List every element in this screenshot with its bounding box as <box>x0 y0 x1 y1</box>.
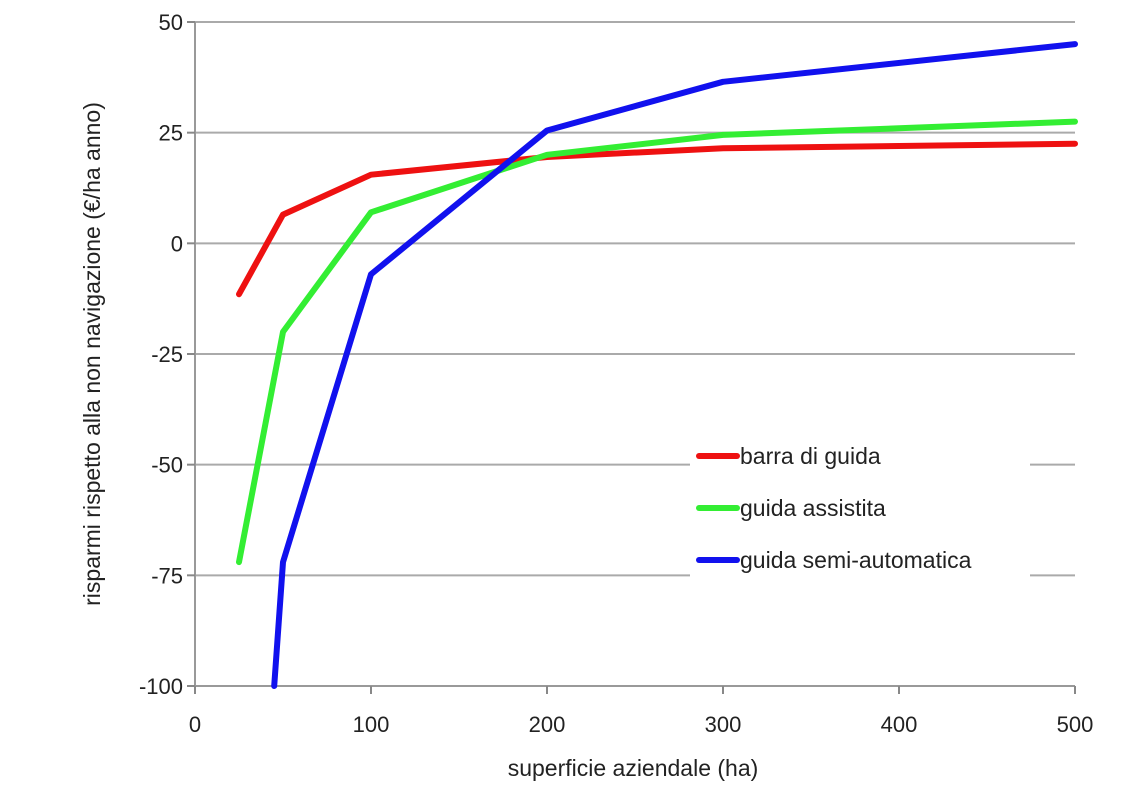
x-tick-label: 200 <box>529 712 566 737</box>
y-tick-label: 25 <box>159 121 183 146</box>
series-line-3 <box>271 41 1078 689</box>
grid-lines <box>195 21 1075 577</box>
x-tick-label: 0 <box>189 712 201 737</box>
x-tick-label: 100 <box>353 712 390 737</box>
x-tick-label: 400 <box>881 712 918 737</box>
y-tick-label: 50 <box>159 10 183 35</box>
x-tick-label: 500 <box>1057 712 1094 737</box>
series-line-1 <box>236 140 1078 298</box>
y-tick-label: -100 <box>139 674 183 699</box>
x-tick-label: 300 <box>705 712 742 737</box>
y-tick-label: 0 <box>171 231 183 256</box>
y-tick-label: -25 <box>151 342 183 367</box>
legend-background <box>690 436 1030 586</box>
x-axis-ticks: 0 100 200 300 400 500 <box>189 686 1093 737</box>
y-tick-label: -75 <box>151 563 183 588</box>
legend-label: barra di guida <box>740 443 881 469</box>
x-axis-title: superficie aziendale (ha) <box>508 755 759 781</box>
legend-label: guida assistita <box>740 495 886 521</box>
y-axis-ticks: 50 25 0 -25 -50 -75 -100 <box>139 10 195 699</box>
legend: barra di guida guida assistita guida semi-… <box>690 436 1030 586</box>
legend-label: guida semi-automatica <box>740 547 972 573</box>
series-lines <box>236 41 1078 689</box>
y-axis-title: risparmi rispetto alla non navigazione (… <box>79 102 105 606</box>
series-line-2 <box>236 118 1078 566</box>
y-tick-label: -50 <box>151 453 183 478</box>
